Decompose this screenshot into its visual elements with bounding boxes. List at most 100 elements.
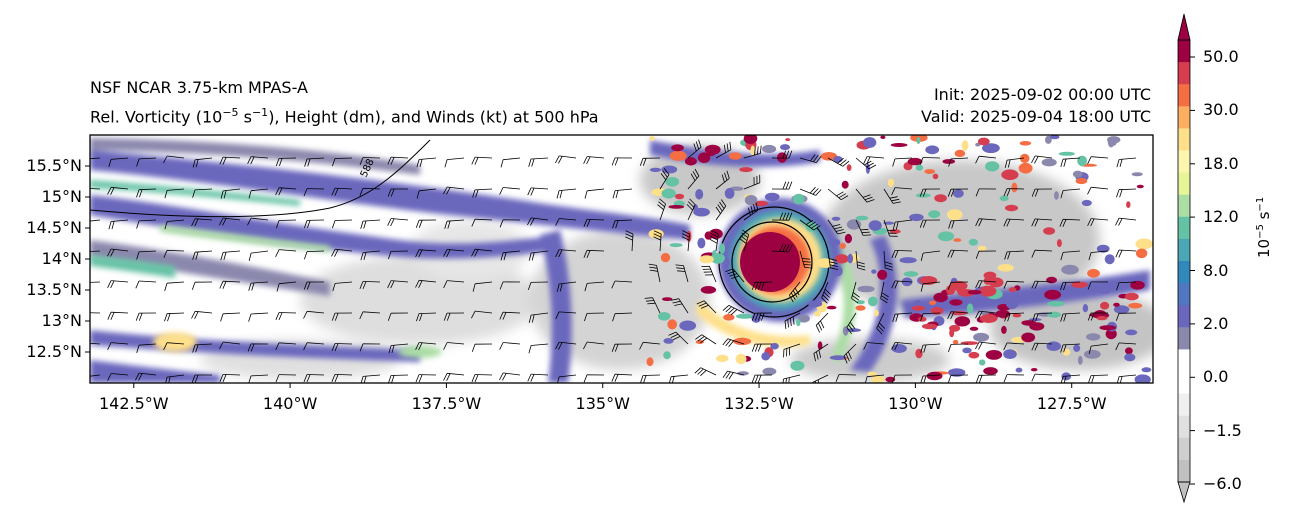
wind-barb	[1116, 281, 1137, 291]
colorbar-extend-max	[1177, 13, 1191, 41]
wind-barb	[892, 219, 913, 230]
colorbar-tick-label: 8.0	[1203, 260, 1229, 280]
vort-streak	[90, 180, 300, 206]
convective-cell	[934, 194, 947, 203]
wind-barb	[416, 188, 437, 199]
convective-cell	[679, 320, 697, 331]
convective-cell	[979, 285, 997, 297]
wind-barb	[788, 281, 801, 303]
wind-barb	[687, 168, 700, 190]
lon-tick-label: 137.5°W	[411, 394, 482, 413]
convective-cell	[952, 339, 959, 345]
colorbar-tick-label: 50.0	[1203, 47, 1239, 66]
wind-barb	[1031, 373, 1053, 382]
convective-cell	[1077, 355, 1083, 365]
wind-barb	[471, 310, 493, 319]
convective-cell	[1008, 287, 1017, 293]
convective-cell	[1029, 322, 1045, 331]
wind-barb	[387, 280, 409, 289]
wind-barb	[659, 167, 670, 190]
wind-barb	[191, 218, 213, 227]
wind-barb	[248, 250, 269, 261]
lat-tick-label: 15°N	[41, 187, 82, 206]
convective-cell	[969, 326, 979, 331]
wind-barb	[192, 250, 213, 260]
colorbar-band	[1178, 305, 1190, 328]
wind-barb	[135, 312, 157, 321]
wind-barb	[90, 312, 101, 314]
convective-cell	[973, 332, 990, 342]
wind-barb	[855, 188, 875, 203]
wind-barb	[1060, 157, 1081, 168]
convective-cell	[868, 220, 882, 231]
convective-cell	[826, 305, 837, 310]
wind-barb	[863, 342, 885, 350]
wind-barb	[1031, 342, 1053, 351]
colorbar-tick-label: 2.0	[1203, 313, 1229, 333]
wind-barb	[883, 219, 898, 237]
convective-cell	[723, 257, 730, 268]
wind-barb	[686, 198, 696, 221]
wind-barb	[303, 374, 325, 383]
wind-barb	[331, 248, 353, 257]
wind-barb	[387, 218, 409, 227]
convective-cell	[762, 367, 777, 376]
wind-barb	[695, 334, 717, 345]
wind-barb	[90, 188, 101, 190]
wind-barb	[332, 157, 353, 167]
convective-cell	[874, 309, 879, 317]
convective-cell	[1058, 151, 1075, 156]
wind-barb	[165, 374, 185, 383]
wind-barb	[443, 249, 465, 258]
convective-cell	[961, 140, 969, 151]
wind-barb	[948, 343, 969, 353]
wind-barb	[359, 157, 381, 166]
wind-barb	[247, 217, 269, 226]
wind-barb	[743, 202, 759, 221]
wind-barb	[163, 155, 185, 164]
convective-cell	[735, 353, 747, 365]
wind-barbs	[90, 139, 1137, 383]
wind-barb	[644, 297, 661, 314]
wind-barb	[1116, 188, 1137, 198]
wind-barb	[1059, 218, 1081, 227]
wind-barb	[415, 279, 437, 288]
convective-cell	[1104, 254, 1115, 265]
wind-barb	[657, 198, 666, 221]
convective-cell	[1071, 281, 1088, 288]
wind-barb	[247, 343, 269, 352]
valid-time: Valid: 2025-09-04 18:00 UTC	[920, 107, 1151, 126]
wind-barb	[557, 374, 577, 383]
convective-cell	[1135, 248, 1148, 259]
wind-barb	[947, 281, 969, 290]
colorbar-title-exp2: −1	[1255, 196, 1266, 212]
wind-barb	[163, 249, 185, 258]
wind-barb	[694, 367, 717, 377]
wind-barb	[876, 312, 886, 335]
wind-barb	[219, 217, 241, 226]
convective-cell	[1062, 348, 1071, 356]
convective-cell	[968, 238, 979, 246]
wind-barb	[827, 250, 839, 270]
convective-cell	[1075, 177, 1088, 185]
wind-barb	[444, 157, 465, 168]
convective-cell	[903, 271, 919, 277]
convective-cell	[1136, 184, 1144, 189]
wind-barb	[771, 243, 793, 253]
convective-cell	[877, 269, 888, 280]
convective-cell	[723, 314, 735, 321]
convective-cell	[695, 189, 704, 200]
convective-cell	[911, 305, 925, 311]
convective-cell	[977, 245, 987, 252]
wind-barb	[444, 219, 465, 229]
convective-cell	[1015, 367, 1023, 373]
wind-barb	[136, 188, 157, 198]
wind-barb	[90, 342, 101, 345]
wind-barb	[331, 374, 353, 383]
wind-barb	[722, 370, 745, 380]
convective-cell	[954, 149, 966, 157]
wind-barb	[583, 219, 605, 227]
convective-cell	[733, 337, 752, 346]
wind-barb	[555, 218, 577, 226]
convective-cell	[1054, 191, 1059, 200]
